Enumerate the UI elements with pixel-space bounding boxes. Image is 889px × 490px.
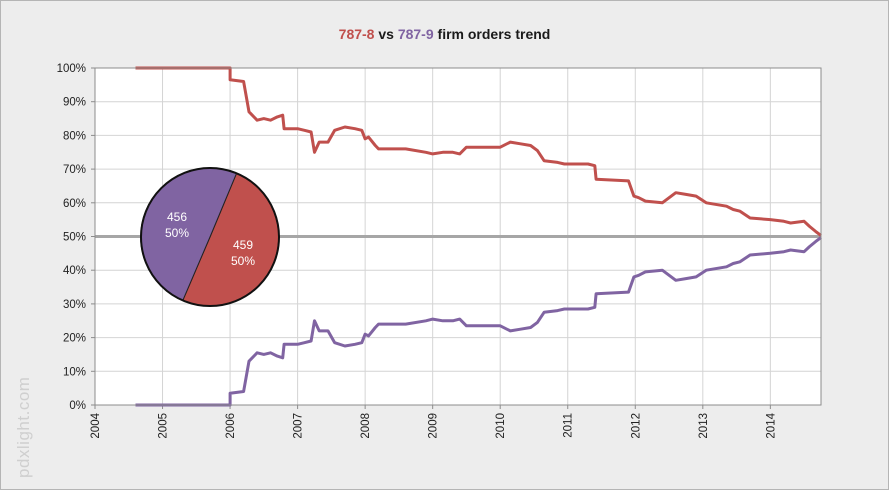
x-axis-ticks: 2004 2005 2006 2007 2008 2009 2010 2011 2012 2013… [90,405,777,439]
y-tick-label: 90% [63,97,86,109]
x-tick-label: 2009 [428,413,440,439]
chart-title: 787-8 vs 787-9 firm orders trend [0,26,889,42]
y-tick-label: 20% [63,333,86,345]
series-line-787-9 [135,236,822,407]
x-tick-label: 2014 [765,412,777,438]
y-axis-ticks: 0% 10% 20% 30% 40% 50% 60% 70% 80% 90% 100% [57,63,95,412]
x-tick-label: 2013 [698,413,710,439]
x-tick-label: 2008 [360,413,372,439]
x-tick-label: 2004 [90,412,102,438]
inset-pie-chart: 459 50% 456 50% [140,167,280,307]
title-series-787-8: 787-8 [338,26,375,42]
pie-label-percent: 50% [231,254,255,268]
title-series-787-9: 787-9 [397,26,434,42]
y-tick-label: 80% [63,130,86,142]
x-tick-label: 2006 [225,413,237,439]
plot-border [94,67,822,406]
x-tick-label: 2007 [293,413,305,439]
pie-label-percent: 50% [165,226,189,240]
y-tick-label: 30% [63,299,86,311]
y-tick-label: 60% [63,198,86,210]
x-tick-label: 2005 [158,413,170,439]
x-tick-label: 2011 [563,413,575,438]
x-tick-label: 2012 [630,413,642,439]
series-line-787-8 [135,66,822,237]
x-tick-label: 2010 [495,413,507,439]
title-rest: firm orders trend [433,26,551,42]
series-lines [135,66,822,407]
y-tick-label: 0% [69,400,86,412]
y-tick-label: 10% [63,366,86,378]
title-vs: vs [374,26,398,42]
y-tick-label: 40% [63,265,86,277]
y-tick-label: 50% [63,232,86,244]
y-tick-label: 70% [63,164,86,176]
pie-label-value: 459 [233,238,253,252]
pie-label-value: 456 [167,210,187,224]
y-tick-label: 100% [57,63,86,75]
pie-outline [140,167,280,307]
